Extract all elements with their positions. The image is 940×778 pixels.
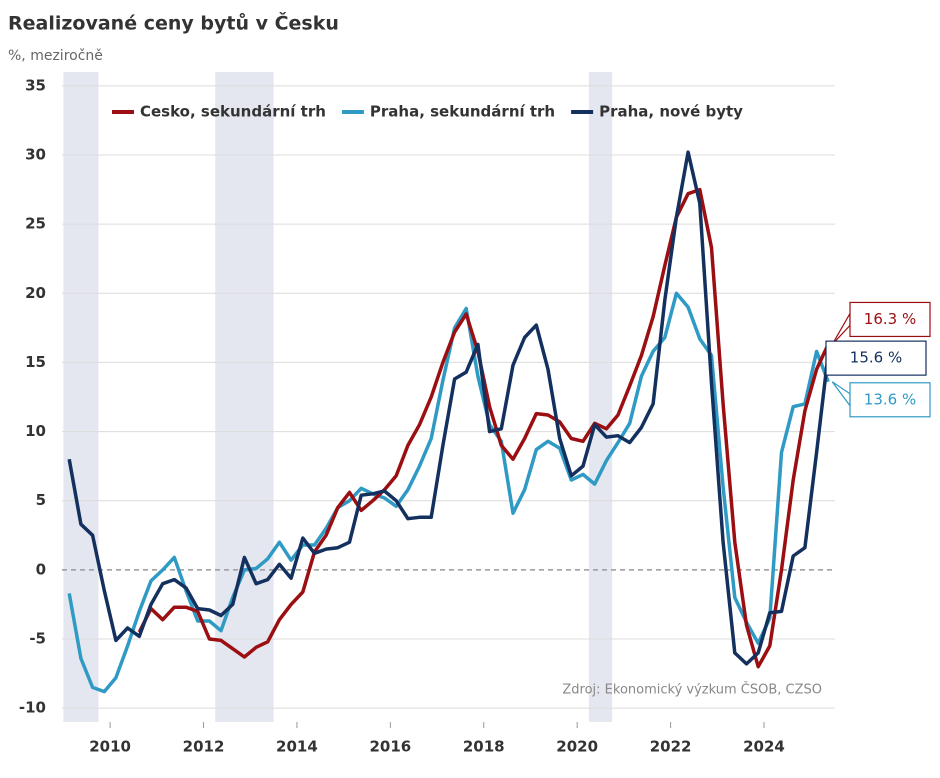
- y-tick-label: 10: [25, 422, 46, 440]
- end-label: 13.6 %: [864, 390, 916, 408]
- legend-label: Cesko, sekundární trh: [140, 103, 326, 121]
- x-tick-label: 2010: [89, 738, 131, 756]
- y-tick-label: 15: [25, 353, 46, 371]
- chart-subtitle: %, meziročně: [8, 48, 103, 64]
- end-label-box: [849, 301, 931, 338]
- y-tick-label: -5: [29, 630, 46, 648]
- y-tick-label: 5: [36, 491, 46, 509]
- end-label-pointer: [831, 381, 851, 408]
- y-tick-label: 0: [36, 560, 46, 578]
- source-note: Zdroj: Ekonomický výzkum ČSOB, CZSO: [562, 682, 822, 698]
- series-line: [67, 150, 830, 666]
- chart-title: Realizované ceny bytů v Česku: [8, 11, 339, 35]
- y-tick-label: 35: [25, 76, 46, 94]
- x-tick-label: 2022: [650, 738, 692, 756]
- end-label: 16.3 %: [864, 310, 916, 328]
- series-line: [67, 291, 830, 694]
- x-tick-label: 2024: [743, 738, 785, 756]
- y-tick-label: 30: [25, 145, 46, 163]
- end-label-box: [825, 340, 927, 376]
- x-tick-label: 2014: [276, 738, 318, 756]
- x-tick-label: 2016: [369, 738, 411, 756]
- legend-label: Praha, nové byty: [599, 103, 743, 121]
- shaded-period: [63, 72, 99, 722]
- y-tick-label: -10: [19, 699, 46, 717]
- x-tick-label: 2020: [556, 738, 598, 756]
- legend-label: Praha, sekundární trh: [370, 103, 555, 121]
- y-tick-label: 25: [25, 215, 46, 233]
- y-tick-label: 20: [25, 284, 46, 302]
- end-label-box: [849, 382, 931, 418]
- end-label-pointer: [831, 311, 851, 345]
- end-label: 15.6 %: [850, 349, 902, 367]
- shaded-period: [588, 72, 613, 722]
- x-tick-label: 2018: [463, 738, 505, 756]
- x-tick-label: 2012: [183, 738, 225, 756]
